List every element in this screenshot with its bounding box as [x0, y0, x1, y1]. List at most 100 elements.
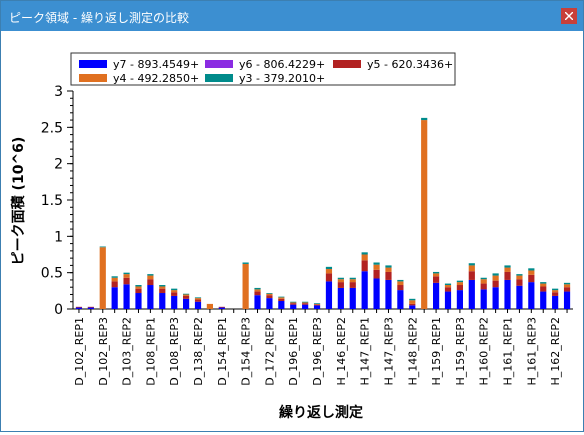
- x-tick-label: D_108_REP1: [144, 317, 157, 386]
- bar-segment: [266, 295, 273, 299]
- x-tick-label: H_161_REP3: [525, 317, 538, 386]
- bar-segment: [373, 269, 380, 279]
- bar-segment: [313, 305, 321, 309]
- chart-area: y7 - 893.4549+ y6 - 806.4229+ y5 - 620.343…: [1, 31, 583, 431]
- bar-segment: [421, 120, 428, 309]
- bar-segment: [528, 268, 535, 271]
- y-tick-label: 1.5: [41, 193, 63, 209]
- bar-segment: [433, 282, 440, 309]
- bar-segment: [302, 304, 309, 309]
- x-tick-label: H_146_REP2: [335, 317, 348, 386]
- bar-segment: [302, 302, 309, 304]
- bar-segment: [492, 280, 499, 288]
- bar-segment: [123, 284, 130, 309]
- bar-segment: [183, 294, 190, 296]
- bar-segment: [528, 274, 535, 283]
- bar-segment: [159, 288, 166, 294]
- bar-segment: [409, 300, 416, 304]
- legend-label: y3 - 379.2010+: [239, 72, 325, 85]
- bar-segment: [468, 265, 475, 272]
- bar-segment: [349, 287, 356, 309]
- bar-segment: [444, 287, 452, 292]
- bar-segment: [278, 297, 285, 299]
- bar-segment: [254, 289, 261, 292]
- bar-segment: [254, 291, 261, 296]
- bar-segment: [278, 296, 285, 298]
- close-button[interactable]: [561, 8, 577, 24]
- bar-segment: [516, 274, 523, 276]
- bar-segment: [290, 303, 297, 305]
- legend-swatch: [79, 74, 107, 82]
- bar-segment: [349, 282, 356, 288]
- bar-segment: [337, 279, 344, 283]
- bar-segment: [552, 290, 559, 293]
- bar-segment: [361, 271, 368, 309]
- y-tick-label: 3: [54, 84, 63, 100]
- bar-segment: [540, 282, 547, 284]
- bar-segment: [385, 271, 392, 280]
- bar-segment: [183, 295, 190, 299]
- x-tick-label: H_148_REP2: [406, 317, 419, 386]
- bar-segment: [337, 277, 344, 280]
- bar-segment: [552, 292, 559, 296]
- bar-segment: [563, 284, 571, 288]
- bar-segment: [563, 287, 571, 292]
- bar-segment: [147, 279, 154, 286]
- y-tick-label: 1: [54, 229, 63, 245]
- bar-segment: [397, 290, 404, 309]
- bar-segment: [504, 267, 511, 272]
- bar-segment: [123, 272, 130, 275]
- bar-segment: [194, 297, 202, 299]
- bar-segment: [325, 269, 333, 274]
- bar-segment: [433, 273, 440, 277]
- x-tick-label: H_159_REP3: [454, 317, 467, 386]
- bar-segment: [325, 281, 333, 309]
- bar-segment: [135, 286, 142, 289]
- bar-segment: [456, 285, 463, 291]
- bar-segment: [313, 303, 321, 304]
- bar-segment: [278, 301, 285, 309]
- bar-segment: [397, 279, 404, 282]
- bar-segment: [385, 267, 392, 272]
- bar-segment: [111, 276, 118, 278]
- bar-segment: [540, 291, 547, 309]
- bar-segment: [266, 293, 273, 294]
- bar-segment: [254, 295, 261, 309]
- bar-segment: [266, 293, 273, 296]
- bar-segment: [313, 304, 321, 306]
- bar-segment: [111, 287, 118, 309]
- bar-segment: [552, 288, 559, 291]
- title-bar[interactable]: ピーク領域 - 繰り返し測定の比較: [1, 1, 583, 31]
- bar-segment: [456, 280, 463, 283]
- bar-segment: [504, 279, 511, 309]
- bar-segment: [540, 283, 547, 287]
- bar-segment: [373, 264, 380, 270]
- x-tick-label: H_147_REP1: [359, 317, 372, 386]
- bar-segment: [385, 265, 392, 268]
- legend-label: y4 - 492.2850+: [113, 72, 199, 85]
- bar-segment: [397, 285, 404, 291]
- bar-segment: [147, 275, 154, 280]
- bar-segment: [409, 303, 416, 306]
- bar-segment: [563, 291, 571, 309]
- x-tick-label: D_108_REP3: [168, 317, 181, 386]
- bar-segment: [552, 295, 559, 309]
- bar-segment: [516, 279, 523, 286]
- bar-segment: [302, 303, 309, 305]
- bar-segment: [99, 247, 106, 309]
- bar-segment: [409, 298, 416, 301]
- bar-segment: [135, 293, 142, 309]
- bar-segment: [325, 266, 333, 270]
- legend-swatch: [79, 60, 107, 68]
- legend-swatch: [333, 60, 361, 68]
- bar-segment: [290, 302, 297, 304]
- bar-segment: [75, 307, 83, 309]
- bar-segment: [194, 299, 202, 302]
- x-tick-label: D_103_REP2: [121, 317, 134, 386]
- bar-segment: [290, 301, 297, 303]
- bar-segment: [159, 286, 166, 289]
- bar-segment: [218, 307, 225, 309]
- bar-segment: [135, 285, 142, 287]
- bar-segment: [254, 287, 261, 290]
